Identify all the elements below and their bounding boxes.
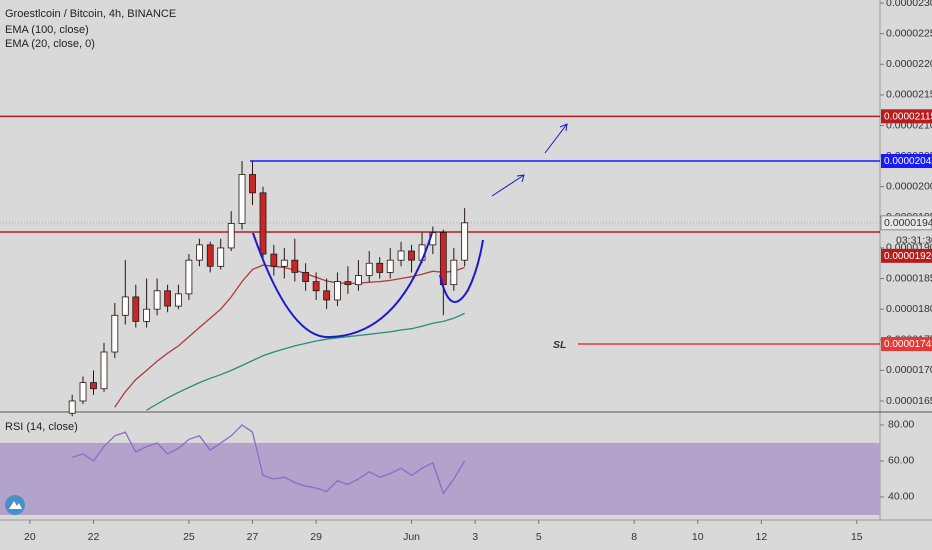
y-tick-label: 0.00001700 (886, 364, 932, 376)
candle-body (386, 259, 394, 273)
y-tick-label: 0.00001850 (886, 272, 932, 284)
candle-body (323, 290, 331, 301)
x-tick-label: 12 (756, 531, 768, 543)
rsi-tick-label: 40.00 (888, 491, 914, 503)
candle-body (206, 244, 214, 267)
level-label: 0.00001743 (884, 339, 932, 350)
candle-body (79, 382, 87, 402)
x-tick-label: 8 (631, 531, 637, 543)
legend-entry: EMA (20, close, 0) (5, 38, 95, 50)
y-tick-label: 0.00002000 (886, 180, 932, 192)
level-label-box (881, 337, 932, 352)
level-label: 0.00001926 (884, 251, 932, 262)
ema-line (146, 312, 465, 411)
x-tick-label: 5 (536, 531, 542, 543)
arrow (544, 123, 568, 154)
current-price-label: 0.00001941 (884, 217, 932, 229)
level-label-box (881, 248, 932, 263)
cup-drawing (252, 232, 433, 339)
candle-body (461, 222, 469, 261)
level-label: 0.00002115 (884, 111, 932, 122)
candle-body (259, 192, 267, 255)
candle-body (397, 250, 405, 261)
x-tick-label: 27 (247, 531, 259, 543)
level-label-box (881, 109, 932, 124)
candle-body (164, 290, 172, 307)
candle-body (302, 272, 310, 283)
candle-body (249, 174, 256, 194)
rsi-legend: RSI (14, close) (5, 421, 78, 433)
candle-body (450, 259, 458, 286)
candle-body (238, 174, 246, 224)
candle-body (90, 382, 97, 390)
chart-title: Groestlcoin / Bitcoin, 4h, BINANCE (5, 8, 176, 20)
y-tick-label: 0.00002200 (886, 58, 932, 70)
candle-body (100, 351, 108, 390)
candle-body (196, 244, 203, 261)
ema-line (114, 264, 465, 408)
candle-body (68, 400, 76, 414)
rsi-band (0, 442, 880, 515)
rsi-tick-label: 80.00 (888, 419, 914, 431)
candle-body (153, 290, 161, 310)
candle-body (175, 293, 182, 307)
x-tick-label: Jun (403, 531, 420, 543)
x-tick-label: 10 (692, 531, 704, 543)
candle-body (376, 262, 384, 273)
legend-entry: EMA (100, close) (5, 24, 89, 36)
candle-body (408, 250, 415, 261)
candle-body (185, 259, 193, 295)
candle-body (111, 314, 119, 353)
candle-body (280, 259, 288, 267)
candle-body (270, 253, 278, 267)
candle-body (344, 281, 352, 286)
x-tick-label: 25 (183, 531, 195, 543)
level-text: SL (553, 339, 566, 351)
y-tick-label: 0.00001800 (886, 303, 932, 315)
rsi-tick-label: 60.00 (888, 455, 914, 467)
plot: SL (0, 115, 880, 515)
x-tick-label: 29 (310, 531, 322, 543)
candle-body (291, 259, 299, 273)
y-tick-label: 0.00002300 (886, 0, 932, 9)
logo-icon (9, 501, 22, 509)
candle-body (312, 281, 320, 292)
y-tick-label: 0.00002250 (886, 27, 932, 39)
candle-body (355, 275, 362, 286)
level-label-box (881, 154, 932, 169)
candle-body (217, 247, 225, 267)
current-price-box (880, 215, 932, 231)
candle-body (334, 281, 341, 301)
rsi-line (71, 424, 466, 495)
handle-drawing (439, 239, 484, 303)
candle-body (227, 223, 235, 249)
x-tick-label: 20 (24, 531, 36, 543)
y-tick-label: 0.00001650 (886, 395, 932, 407)
x-tick-label: 22 (88, 531, 100, 543)
countdown: 03:31:30 (896, 235, 932, 247)
candle-body (121, 296, 129, 316)
candle-body (143, 308, 151, 322)
x-tick-label: 15 (851, 531, 863, 543)
candle-body (365, 262, 373, 276)
level-label: 0.00002042 (884, 156, 932, 167)
y-tick-label: 0.00002150 (886, 89, 932, 101)
candle-body (132, 296, 140, 322)
x-tick-label: 3 (472, 531, 478, 543)
arrow (491, 174, 525, 197)
